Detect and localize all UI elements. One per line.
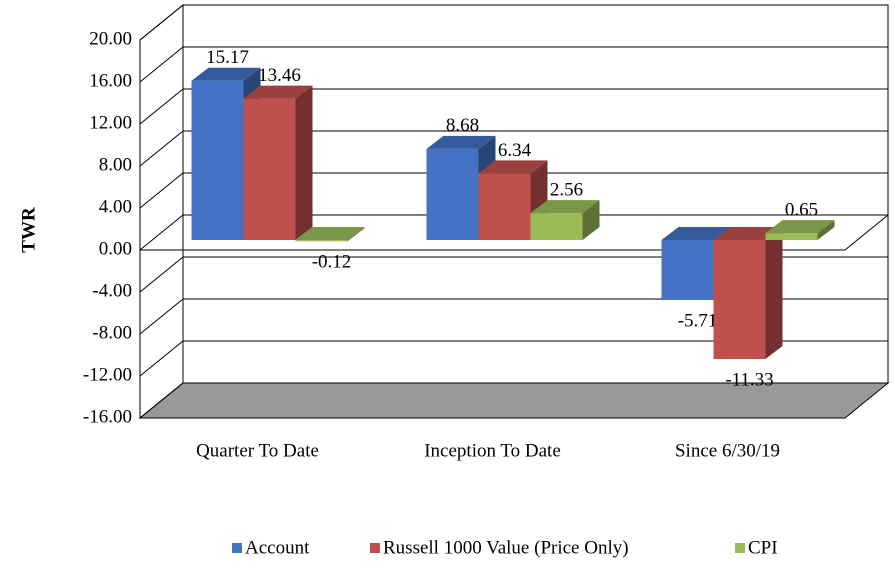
grid-line [139,256,888,293]
data-label: 15.17 [206,47,249,68]
bar-side [347,227,365,242]
bar-side [295,85,313,240]
y-tick-label: 12.00 [89,112,132,133]
data-label: -0.12 [312,252,352,273]
bar-front [478,173,531,240]
y-tick-label: -16.00 [83,406,132,427]
data-label: 2.56 [550,179,583,200]
bar-front [765,233,818,240]
y-tick-label: 4.00 [99,196,132,217]
y-axis-label: TWR [18,207,39,253]
legend-label: Russell 1000 Value (Price Only) [383,537,629,558]
x-tick-label: Inception To Date [424,440,561,461]
y-tick-label: 16.00 [89,70,132,91]
bar-top [713,227,783,240]
legend-label: Account [245,537,310,558]
bar [530,200,600,240]
bar [765,220,835,240]
grid-line [139,88,888,125]
bar-front [530,213,583,240]
grid-line [139,4,888,41]
bar-front [243,98,296,240]
legend: Account Russell 1000 Value (Price Only) CP… [232,537,778,558]
data-label: 13.46 [258,65,301,86]
side-wall [139,3,184,420]
bar-top [243,85,313,99]
bar-front [661,240,714,300]
grid-line [139,46,888,83]
grid-line [139,172,888,209]
y-tick-label: 0.00 [99,238,132,259]
bar-front [713,240,766,359]
data-label: 8.68 [446,115,479,136]
x-tick-label: Quarter To Date [196,440,319,461]
floor [138,382,890,419]
data-label: 6.34 [498,140,532,161]
bar-side [817,220,835,240]
y-tick-label: 8.00 [99,154,132,175]
bar [243,85,313,240]
bar-top [765,220,835,234]
bar-top [295,227,365,240]
grid-line [139,214,888,251]
legend-label: CPI [748,537,778,558]
y-tick-label: -4.00 [92,280,132,301]
data-label: -5.71 [678,310,718,331]
bar [295,227,365,242]
bar-top [426,135,496,149]
legend-swatch [735,543,745,553]
bar-front [191,80,244,240]
bar-top [530,200,600,214]
grid-line [139,130,888,167]
zero-line-side [844,214,889,251]
y-tick-label: 20.00 [89,28,132,49]
bar-side [765,227,783,359]
bar-top [661,227,731,240]
bar [478,160,548,240]
bar-side [582,200,600,240]
x-tick-label: Since 6/30/19 [675,440,780,461]
y-tick-label: -8.00 [92,322,132,343]
bar-front [426,148,479,240]
grid-line [139,382,888,419]
y-tick-label: -12.00 [83,364,132,385]
legend-swatch [370,543,380,553]
legend-swatch [232,543,242,553]
grid-line [139,298,888,335]
bar-front [295,240,348,242]
bar [713,227,783,359]
bar-top [478,160,548,174]
data-label: 0.65 [785,200,818,221]
bar-top [191,67,261,81]
data-label: -11.33 [725,369,773,390]
grid-line [139,340,888,377]
